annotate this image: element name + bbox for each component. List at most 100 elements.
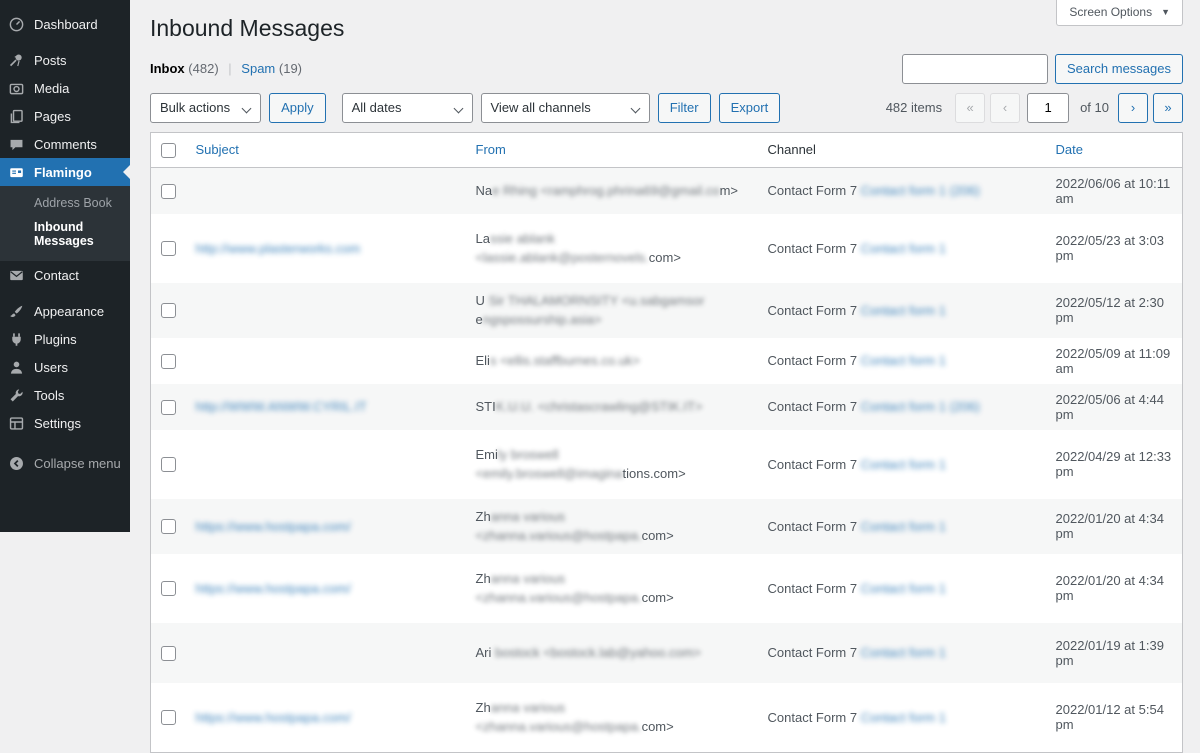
channel-blurred-text[interactable]: Contact form 1 (206): [860, 399, 980, 415]
flamingo-submenu: Address Book Inbound Messages: [0, 186, 130, 261]
sidebar-subitem-inbound-messages[interactable]: Inbound Messages: [34, 220, 94, 248]
subject-link[interactable]: https://www.hostpapa.com/: [195, 518, 351, 534]
spam-filter-link[interactable]: Spam (19): [238, 61, 302, 76]
channel-link[interactable]: Contact Form 7: [767, 580, 858, 596]
sidebar-item-users[interactable]: Users: [0, 353, 130, 381]
sidebar-item-collapse-menu[interactable]: Collapse menu: [0, 449, 130, 477]
next-page-button[interactable]: ›: [1118, 92, 1148, 123]
channel-link[interactable]: Contact Form 7: [767, 353, 858, 369]
sidebar-item-label: Plugins: [34, 331, 77, 347]
settings-icon: [8, 415, 25, 432]
first-page-button[interactable]: «: [955, 92, 986, 123]
export-button[interactable]: Export: [718, 92, 781, 123]
sidebar-item-tools[interactable]: Tools: [0, 381, 130, 409]
channel-link[interactable]: Contact Form 7: [767, 240, 858, 256]
channel-blurred-text[interactable]: Contact form 1: [860, 518, 946, 534]
filter-row: Inbox (482) | Spam (19) Search messages: [150, 53, 1183, 84]
from-blurred-text: bostock <bostock.lab@yahoo.com>: [491, 645, 702, 661]
page-title: Inbound Messages: [150, 15, 345, 41]
channel-link[interactable]: Contact Form 7: [767, 456, 858, 472]
column-header-from[interactable]: From: [475, 142, 506, 158]
apply-button[interactable]: Apply: [269, 92, 326, 123]
row-checkbox[interactable]: [161, 457, 176, 473]
subject-link[interactable]: http://www.plasterworks.com: [195, 240, 361, 256]
channel-link[interactable]: Contact Form 7: [767, 183, 858, 199]
from-blurred-text: anna various <zhanna.various@hostpapa.: [475, 570, 642, 606]
from-cell: Zhanna various <zhanna.various@hostpapa.…: [466, 683, 758, 753]
subject-cell: [186, 283, 466, 338]
channel-blurred-text[interactable]: Contact form 1: [860, 709, 946, 725]
sidebar-item-dashboard[interactable]: Dashboard: [0, 10, 130, 38]
last-page-button[interactable]: »: [1153, 92, 1183, 123]
bulk-actions-select[interactable]: Bulk actions: [150, 92, 262, 123]
sidebar-item-plugins[interactable]: Plugins: [0, 325, 130, 353]
bulk-actions-group: Bulk actions Apply All dates View all ch…: [150, 92, 781, 123]
channel-link[interactable]: Contact Form 7: [767, 399, 858, 415]
channel-blurred-text[interactable]: Contact form 1: [860, 240, 946, 256]
current-page-input[interactable]: [1027, 92, 1070, 123]
subject-cell: https://www.hostpapa.com/: [186, 683, 466, 753]
row-checkbox[interactable]: [161, 353, 176, 369]
row-checkbox[interactable]: [161, 581, 176, 597]
channel-blurred-text[interactable]: Contact form 1: [860, 580, 946, 596]
date-filter-select[interactable]: All dates: [341, 92, 473, 123]
column-header-subject[interactable]: Subject: [195, 142, 239, 158]
search-messages-button[interactable]: Search messages: [1054, 53, 1183, 84]
row-checkbox[interactable]: [161, 519, 176, 535]
sidebar-item-media[interactable]: Media: [0, 74, 130, 102]
channel-link[interactable]: Contact Form 7: [767, 518, 858, 534]
sidebar-item-appearance[interactable]: Appearance: [0, 297, 130, 325]
subject-link[interactable]: http://WWW.ANWW.CYRIL.IT: [195, 399, 367, 415]
inbox-filter-link[interactable]: Inbox (482): [150, 61, 222, 76]
channel-filter-select[interactable]: View all channels: [480, 92, 650, 123]
sidebar-item-flamingo[interactable]: Flamingo: [0, 158, 130, 186]
from-cell: Elis <ellis.staffburnes.co.uk>: [466, 338, 758, 384]
sidebar-item-settings[interactable]: Settings: [0, 409, 130, 437]
sidebar-spacer: [0, 38, 130, 46]
channel-link[interactable]: Contact Form 7: [767, 709, 858, 725]
from-blurred-text: ngspossurship.asia>: [482, 312, 602, 328]
channel-blurred-text[interactable]: Contact form 1: [860, 456, 946, 472]
search-input[interactable]: [901, 53, 1048, 84]
channel-blurred-text[interactable]: Contact form 1: [860, 353, 946, 369]
channel-link[interactable]: Contact Form 7: [767, 302, 858, 318]
from-clear-suffix: com>: [648, 250, 681, 266]
filter-button[interactable]: Filter: [657, 92, 711, 123]
subject-link[interactable]: https://www.hostpapa.com/: [195, 709, 351, 725]
column-header-date[interactable]: Date: [1055, 142, 1083, 158]
screen-options-button[interactable]: Screen Options ▼: [1056, 0, 1183, 26]
user-icon: [8, 359, 25, 376]
comment-icon: [8, 136, 25, 153]
row-checkbox[interactable]: [161, 399, 176, 415]
row-checkbox[interactable]: [161, 183, 176, 199]
sidebar-item-label: Flamingo: [34, 164, 92, 180]
from-clear-prefix: Emi: [475, 446, 498, 462]
row-checkbox[interactable]: [161, 645, 176, 661]
from-value: Elis <ellis.staffburnes.co.uk>: [476, 351, 748, 371]
from-clear-suffix: m>: [719, 183, 739, 199]
channel-link[interactable]: Contact Form 7: [767, 645, 858, 661]
chevron-down-icon: ▼: [1161, 7, 1170, 17]
sidebar-item-pages[interactable]: Pages: [0, 102, 130, 130]
column-header-channel: Channel: [767, 142, 816, 158]
row-checkbox[interactable]: [161, 710, 176, 726]
table-row: https://www.hostpapa.com/Zhanna various …: [151, 683, 1183, 753]
from-blurred-text: ly broswell <emily.broswell@imagina: [475, 446, 623, 482]
channel-blurred-text[interactable]: Contact form 1 (206): [860, 183, 980, 199]
plugin-icon: [8, 331, 25, 348]
pushpin-icon: [8, 52, 25, 69]
tools-icon: [8, 387, 25, 404]
channel-cell: Contact Form 7 Contact form 1: [758, 283, 1046, 338]
sidebar-subitem-address-book[interactable]: Address Book: [34, 196, 112, 210]
row-checkbox[interactable]: [161, 303, 176, 319]
select-all-checkbox[interactable]: [161, 142, 176, 158]
row-checkbox[interactable]: [161, 241, 176, 257]
table-row: http://WWW.ANWW.CYRIL.IT STIK.U.U. <chris…: [150, 383, 1183, 430]
sidebar-item-comments[interactable]: Comments: [0, 130, 130, 158]
sidebar-item-contact[interactable]: Contact: [0, 261, 130, 289]
sidebar-item-posts[interactable]: Posts: [0, 46, 130, 74]
prev-page-button[interactable]: ‹: [990, 92, 1021, 123]
subject-link[interactable]: https://www.hostpapa.com/: [195, 580, 351, 596]
channel-blurred-text[interactable]: Contact form 1: [860, 645, 946, 661]
channel-blurred-text[interactable]: Contact form 1: [860, 302, 946, 318]
